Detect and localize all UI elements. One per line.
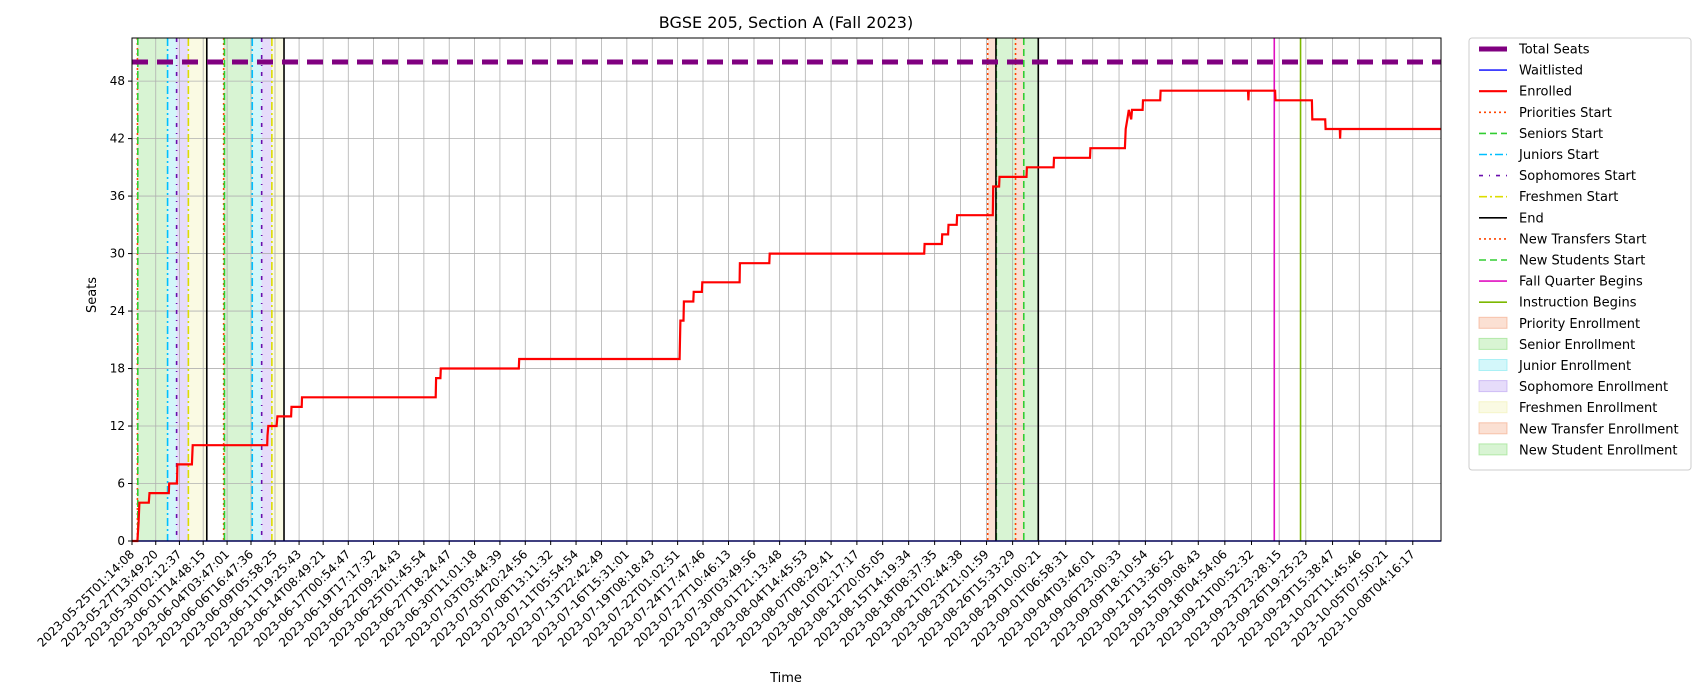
legend-label-8: End	[1519, 211, 1544, 226]
legend-label-9: New Transfers Start	[1519, 232, 1646, 247]
y-tick-label: 24	[110, 304, 125, 318]
series-lines	[132, 59, 1441, 543]
span-6-0	[996, 38, 1016, 541]
y-ticks: 0 6 12 18 24 30 36 42 48	[110, 74, 132, 548]
legend-box	[1468, 37, 1692, 471]
legend-label-12: Instruction Begins	[1519, 296, 1637, 311]
y-tick-label: 42	[110, 132, 125, 146]
chart-title: BGSE 205, Section A (Fall 2023)	[659, 13, 913, 32]
plot-frame	[131, 37, 1442, 542]
y-tick-label: 48	[110, 74, 125, 88]
y-tick-label: 36	[110, 189, 125, 203]
legend-label-18: New Transfer Enrollment	[1519, 422, 1679, 437]
legend-label-2: Enrolled	[1519, 85, 1572, 100]
span-3-1	[261, 38, 272, 541]
legend-swatch-17	[1478, 401, 1508, 414]
legend: Total Seats Waitlisted Enrolled Priorities …	[1468, 37, 1692, 471]
legend-label-13: Priority Enrollment	[1519, 317, 1640, 332]
span-2-0	[167, 38, 177, 541]
legend-label-4: Seniors Start	[1519, 127, 1603, 142]
y-tick-label: 6	[117, 477, 125, 491]
y-tick-label: 30	[110, 247, 125, 261]
legend-swatch-18	[1478, 422, 1508, 435]
span-5-0	[987, 38, 996, 541]
legend-label-16: Sophomore Enrollment	[1519, 380, 1668, 395]
legend-label-19: New Student Enrollment	[1519, 443, 1677, 458]
series-line-2	[132, 89, 1441, 543]
x-ticks: 2023-05-25T01:14:082023-05-27T13:49:2020…	[35, 541, 1418, 650]
legend-label-5: Juniors Start	[1518, 148, 1599, 163]
legend-label-11: Fall Quarter Begins	[1519, 275, 1643, 290]
legend-label-15: Junior Enrollment	[1518, 359, 1631, 374]
x-axis-label: Time	[769, 671, 802, 686]
y-tick-label: 12	[110, 419, 125, 433]
legend-label-1: Waitlisted	[1519, 64, 1583, 79]
legend-label-0: Total Seats	[1518, 43, 1590, 58]
y-tick-label: 18	[110, 362, 125, 376]
y-axis-label: Seats	[85, 277, 100, 313]
span-5-1	[1015, 38, 1024, 541]
span-4-1	[271, 38, 285, 541]
legend-swatch-15	[1478, 359, 1508, 371]
legend-label-7: Freshmen Start	[1519, 190, 1618, 205]
event-lines	[136, 38, 1302, 541]
legend-label-10: New Students Start	[1519, 254, 1645, 269]
legend-label-14: Senior Enrollment	[1519, 338, 1635, 353]
span-4-0	[188, 38, 207, 541]
legend-swatch-16	[1478, 380, 1508, 393]
span-2-1	[252, 38, 262, 541]
span-1-0	[137, 38, 168, 541]
legend-label-17: Freshmen Enrollment	[1519, 401, 1657, 416]
legend-swatch-14	[1478, 337, 1508, 350]
span-3-0	[176, 38, 189, 541]
legend-label-3: Priorities Start	[1519, 106, 1612, 121]
legend-swatch-13	[1478, 316, 1508, 329]
legend-label-6: Sophomores Start	[1519, 169, 1636, 184]
grid	[131, 38, 1441, 542]
y-tick-label: 0	[117, 534, 125, 548]
legend-swatch-19	[1478, 443, 1508, 456]
span-1-1	[224, 38, 253, 541]
span-6-1	[1023, 38, 1039, 541]
